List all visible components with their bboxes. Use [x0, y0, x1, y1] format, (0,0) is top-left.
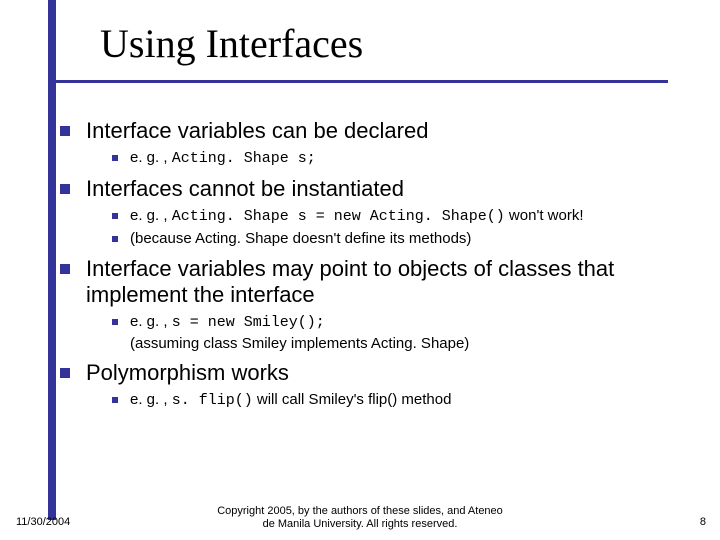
- square-bullet-icon: [112, 397, 118, 403]
- bullet-level1: Interface variables can be declared: [60, 118, 680, 144]
- text-suffix: won't work!: [505, 207, 584, 224]
- slide: Using Interfaces Interface variables can…: [0, 0, 720, 540]
- footer-copyright: Copyright 2005, by the authors of these …: [0, 505, 720, 533]
- code-text: s. flip(): [172, 392, 253, 409]
- bullet-level1: Interfaces cannot be instantiated: [60, 176, 680, 202]
- bullet-level2: e. g. , s = new Smiley(); (assuming class…: [112, 312, 680, 354]
- square-bullet-icon: [112, 236, 118, 242]
- bullet-level2: (because Acting. Shape doesn't define it…: [112, 229, 680, 249]
- bullet-level2: e. g. , Acting. Shape s;: [112, 148, 680, 169]
- text-prefix: e. g. ,: [130, 207, 172, 224]
- bullet-text: e. g. , s = new Smiley(); (assuming class…: [130, 312, 469, 354]
- bullet-text: e. g. , s. flip() will call Smiley's fli…: [130, 390, 451, 411]
- square-bullet-icon: [112, 155, 118, 161]
- footer-page-number: 8: [700, 516, 706, 528]
- bullet-text: (because Acting. Shape doesn't define it…: [130, 229, 471, 249]
- bullet-level1: Interface variables may point to objects…: [60, 256, 680, 309]
- bullet-level1: Polymorphism works: [60, 360, 680, 386]
- sub-bullet-group: e. g. , s = new Smiley(); (assuming class…: [112, 312, 680, 354]
- code-text: Acting. Shape s;: [172, 150, 316, 167]
- bullet-level2: e. g. , s. flip() will call Smiley's fli…: [112, 390, 680, 411]
- text-line2: (assuming class Smiley implements Acting…: [130, 335, 469, 352]
- sub-bullet-group: e. g. , s. flip() will call Smiley's fli…: [112, 390, 680, 411]
- bullet-text: Interfaces cannot be instantiated: [86, 176, 404, 202]
- text-suffix: will call Smiley's flip() method: [253, 391, 452, 408]
- accent-vertical-bar: [48, 0, 56, 520]
- bullet-text: e. g. , Acting. Shape s;: [130, 148, 316, 169]
- bullet-text: Polymorphism works: [86, 360, 289, 386]
- bullet-level2: e. g. , Acting. Shape s = new Acting. Sh…: [112, 206, 680, 227]
- text-prefix: e. g. ,: [130, 391, 172, 408]
- slide-title: Using Interfaces: [100, 20, 363, 67]
- copyright-line2: de Manila University. All rights reserve…: [263, 518, 458, 530]
- square-bullet-icon: [60, 126, 70, 136]
- accent-underline: [48, 80, 668, 83]
- sub-bullet-group: e. g. , Acting. Shape s;: [112, 148, 680, 169]
- bullet-text: e. g. , Acting. Shape s = new Acting. Sh…: [130, 206, 584, 227]
- sub-bullet-group: e. g. , Acting. Shape s = new Acting. Sh…: [112, 206, 680, 250]
- square-bullet-icon: [60, 264, 70, 274]
- copyright-line1: Copyright 2005, by the authors of these …: [217, 505, 503, 517]
- text-prefix: e. g. ,: [130, 149, 172, 166]
- bullet-text: Interface variables may point to objects…: [86, 256, 680, 309]
- square-bullet-icon: [60, 368, 70, 378]
- code-text: s = new Smiley();: [172, 314, 325, 331]
- square-bullet-icon: [112, 213, 118, 219]
- slide-content: Interface variables can be declared e. g…: [60, 112, 680, 417]
- square-bullet-icon: [112, 319, 118, 325]
- code-text: Acting. Shape s = new Acting. Shape(): [172, 208, 505, 225]
- square-bullet-icon: [60, 184, 70, 194]
- text-prefix: e. g. ,: [130, 313, 172, 330]
- bullet-text: Interface variables can be declared: [86, 118, 428, 144]
